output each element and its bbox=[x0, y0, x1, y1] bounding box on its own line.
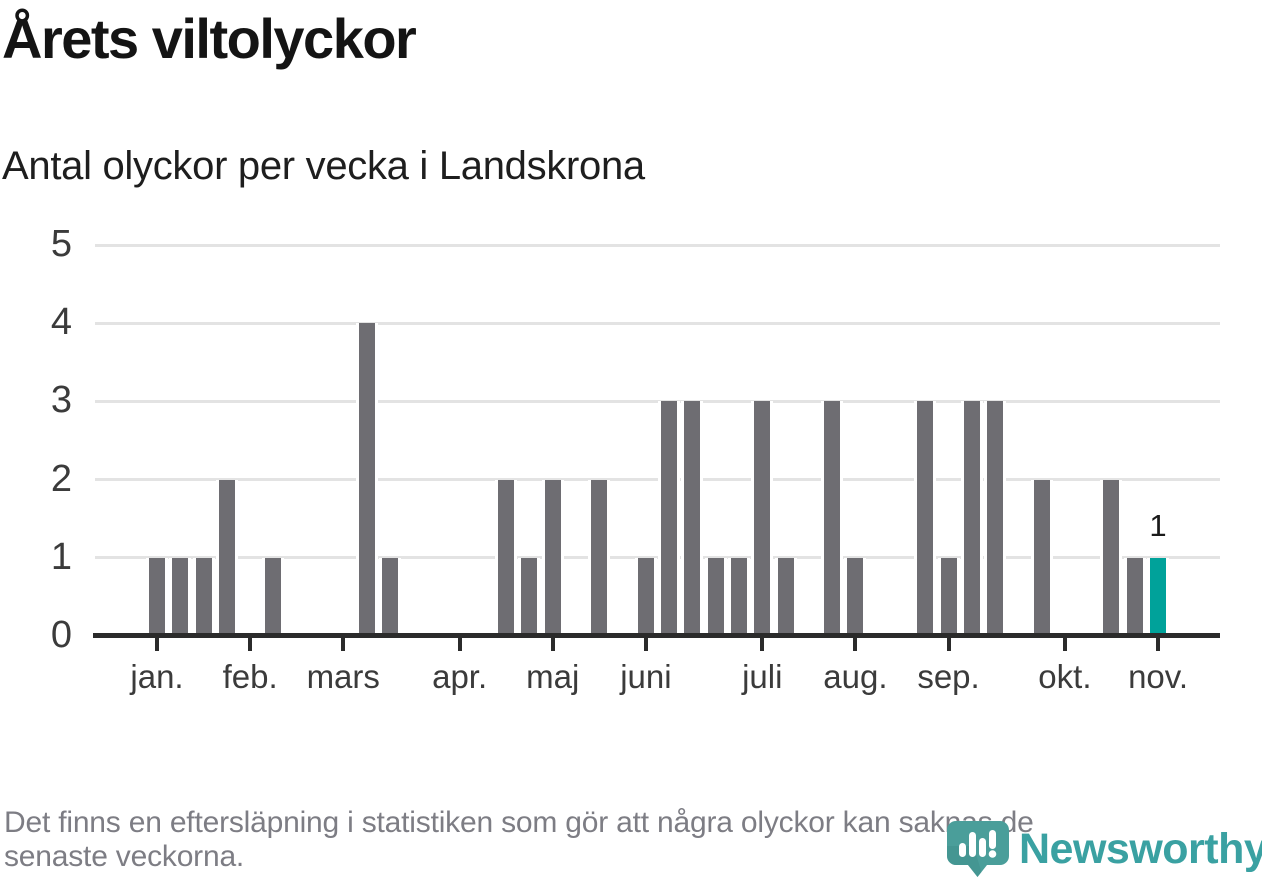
y-axis-label-4: 4 bbox=[50, 301, 72, 344]
bar bbox=[355, 323, 378, 638]
x-tick-maj bbox=[550, 638, 555, 651]
bar bbox=[192, 557, 215, 638]
gridline-y1 bbox=[95, 556, 1220, 560]
bar bbox=[821, 401, 844, 638]
bar bbox=[658, 401, 681, 638]
x-tick-apr bbox=[457, 638, 462, 651]
x-axis-label-feb: feb. bbox=[222, 658, 278, 695]
bar bbox=[541, 479, 564, 638]
highlighted-bar bbox=[1147, 557, 1170, 638]
bar bbox=[774, 557, 797, 638]
gridline-y4 bbox=[95, 321, 1220, 325]
y-axis-label-1: 1 bbox=[50, 535, 72, 578]
x-axis-label-juli: juli bbox=[742, 658, 783, 695]
newsworthy-logo: Newsworthy bbox=[946, 820, 1262, 878]
x-axis-label-maj: maj bbox=[526, 658, 580, 695]
bar bbox=[495, 479, 518, 638]
bar bbox=[1030, 479, 1053, 638]
x-tick-sep bbox=[946, 638, 951, 651]
x-tick-okt bbox=[1062, 638, 1067, 651]
x-axis-label-sep: sep. bbox=[917, 658, 980, 695]
bar bbox=[146, 557, 168, 638]
bar bbox=[704, 557, 727, 638]
x-tick-jan bbox=[155, 638, 159, 651]
x-axis-label-mars: mars bbox=[306, 658, 380, 695]
bar bbox=[751, 401, 774, 638]
chart-subtitle: Antal olyckor per vecka i Landskrona bbox=[2, 144, 645, 188]
bar bbox=[728, 557, 750, 638]
x-tick-nov bbox=[1156, 638, 1161, 651]
x-axis-label-okt: okt. bbox=[1038, 658, 1092, 695]
x-axis-line bbox=[93, 633, 1220, 638]
x-tick-juni bbox=[643, 638, 648, 651]
gridline-y2 bbox=[95, 478, 1220, 482]
newsworthy-icon bbox=[947, 821, 1009, 877]
y-axis-label-0: 0 bbox=[50, 614, 72, 656]
gridline-y3 bbox=[95, 399, 1220, 403]
last-bar-value-label: 1 bbox=[1149, 507, 1167, 543]
bar bbox=[681, 401, 704, 638]
weekly-accidents-bar-chart: 0 1 2 3 4 5 jan. feb. mars apr. maj juni juli aug. sep… bbox=[50, 223, 1220, 695]
bar bbox=[518, 557, 541, 638]
bar bbox=[378, 557, 401, 638]
x-tick-juli bbox=[760, 638, 765, 651]
x-tick-feb bbox=[248, 638, 253, 651]
bar bbox=[262, 557, 285, 638]
footnote: Det finns en eftersläpning i statistiken… bbox=[4, 806, 1034, 874]
bar bbox=[960, 401, 983, 638]
x-axis-label-apr: apr. bbox=[432, 658, 488, 695]
bar bbox=[634, 557, 657, 638]
gridline-y5 bbox=[95, 243, 1220, 247]
y-axis-label-5: 5 bbox=[50, 223, 72, 265]
y-axis-label-2: 2 bbox=[50, 457, 72, 500]
bar bbox=[984, 401, 1007, 638]
x-axis-label-nov: nov. bbox=[1128, 658, 1188, 695]
x-tick-aug bbox=[853, 638, 858, 651]
bar bbox=[588, 479, 611, 638]
y-axis-label-3: 3 bbox=[50, 379, 72, 422]
bar bbox=[1123, 557, 1146, 638]
bar bbox=[844, 557, 867, 638]
bar bbox=[914, 401, 937, 638]
page-title: Årets viltolyckor bbox=[2, 7, 417, 70]
x-tick-mars bbox=[341, 638, 346, 651]
bar bbox=[169, 557, 192, 638]
bar bbox=[215, 479, 238, 638]
x-axis-label-jan: jan. bbox=[130, 658, 184, 695]
x-axis-label-aug: aug. bbox=[823, 658, 888, 695]
bar bbox=[1100, 479, 1123, 638]
newsworthy-wordmark: Newsworthy bbox=[1019, 824, 1262, 873]
bar bbox=[937, 557, 960, 638]
x-axis-label-juni: juni bbox=[620, 658, 672, 695]
